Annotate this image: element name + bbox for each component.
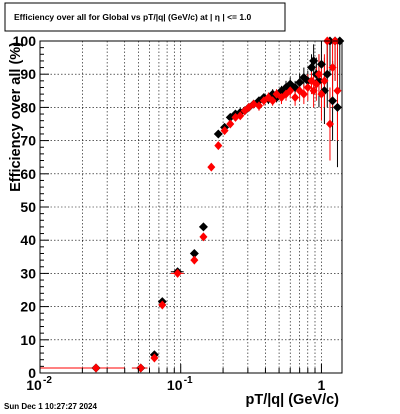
series-1-point-23 bbox=[286, 86, 295, 96]
y-tick-label-1: 10 bbox=[20, 332, 36, 348]
y-axis-title: Efficiency over all (%) bbox=[8, 42, 24, 192]
series-0-point-35 bbox=[328, 96, 338, 106]
title-box bbox=[4, 2, 286, 32]
series-1-point-19 bbox=[268, 96, 277, 106]
y-tick-label-5: 50 bbox=[20, 199, 36, 215]
series-0-point-33 bbox=[322, 69, 332, 79]
data-points bbox=[91, 36, 345, 373]
y-tick-label-8: 80 bbox=[20, 99, 36, 115]
series-1-point-5 bbox=[190, 255, 199, 265]
series-0-point-37 bbox=[332, 102, 342, 112]
series-1-point-12 bbox=[236, 111, 245, 121]
series-1-point-0 bbox=[91, 363, 100, 373]
y-tick-label-2: 20 bbox=[20, 299, 36, 315]
series-1-point-2 bbox=[150, 353, 159, 363]
series-1-point-35 bbox=[325, 119, 334, 129]
y-tick-label-9: 90 bbox=[20, 66, 36, 82]
series-0-point-28 bbox=[309, 56, 319, 66]
series-1-point-30 bbox=[312, 79, 321, 89]
axis-ticks bbox=[39, 40, 322, 374]
series-0-point-27 bbox=[307, 63, 317, 73]
x-axis-title: pT/|q| (GeV/c) bbox=[245, 392, 339, 408]
series-1-point-29 bbox=[309, 86, 318, 96]
series-1-point-27 bbox=[303, 82, 312, 92]
y-tick-label-0: 0 bbox=[28, 365, 36, 381]
series-1-point-7 bbox=[207, 162, 216, 172]
series-1-point-10 bbox=[226, 119, 235, 129]
series-1-point-16 bbox=[255, 101, 264, 111]
series-0-point-5 bbox=[189, 248, 199, 258]
series-1-point-9 bbox=[220, 126, 229, 136]
series-1-point-32 bbox=[317, 89, 326, 99]
x-tick-label-2: 1 bbox=[318, 377, 326, 393]
series-0-point-6 bbox=[198, 222, 208, 232]
chart-title: Efficiency over all for Global vs pT/|q|… bbox=[14, 12, 251, 22]
series-0-point-7 bbox=[213, 129, 223, 139]
series-1-point-26 bbox=[299, 89, 308, 99]
y-tick-label-10: 100 bbox=[13, 33, 37, 49]
series-1-point-6 bbox=[199, 232, 208, 242]
x-tick-exponent-0: -2 bbox=[43, 375, 52, 386]
y-tick-label-6: 60 bbox=[20, 166, 36, 182]
y-tick-label-4: 40 bbox=[20, 232, 36, 248]
series-1-point-36 bbox=[328, 63, 337, 73]
y-tick-label-3: 30 bbox=[20, 265, 36, 281]
series-1-point-24 bbox=[291, 92, 300, 102]
timestamp: Sun Dec 1 10:27:27 2024 bbox=[4, 402, 97, 411]
x-tick-label-0: 10 bbox=[26, 377, 42, 393]
series-1-point-31 bbox=[314, 69, 323, 79]
series-0-point-24 bbox=[295, 78, 305, 87]
x-tick-label-1: 10 bbox=[167, 377, 183, 393]
series-1-point-4 bbox=[173, 268, 182, 278]
series-0-point-31 bbox=[316, 59, 326, 69]
series-1-point-33 bbox=[320, 76, 329, 86]
series-1-point-38 bbox=[333, 86, 342, 96]
y-tick-label-7: 70 bbox=[20, 133, 36, 149]
series-1-point-15 bbox=[249, 99, 258, 109]
x-tick-exponent-1: -1 bbox=[184, 375, 193, 386]
series-1-point-8 bbox=[214, 141, 223, 151]
series-1-point-3 bbox=[158, 300, 167, 310]
